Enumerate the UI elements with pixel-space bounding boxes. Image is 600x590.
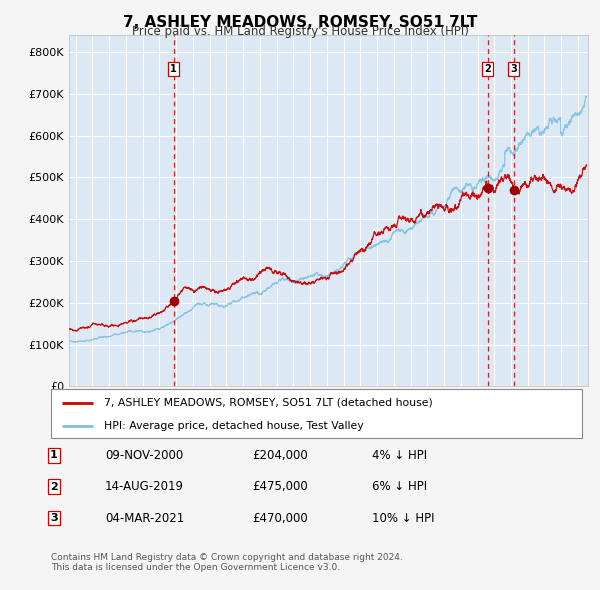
Text: 3: 3	[511, 64, 517, 74]
Text: 7, ASHLEY MEADOWS, ROMSEY, SO51 7LT (detached house): 7, ASHLEY MEADOWS, ROMSEY, SO51 7LT (det…	[104, 398, 433, 408]
Text: 2: 2	[485, 64, 491, 74]
Text: HPI: Average price, detached house, Test Valley: HPI: Average price, detached house, Test…	[104, 421, 364, 431]
Text: 2: 2	[50, 482, 58, 491]
Text: 1: 1	[50, 451, 58, 460]
Text: Price paid vs. HM Land Registry's House Price Index (HPI): Price paid vs. HM Land Registry's House …	[131, 25, 469, 38]
Text: Contains HM Land Registry data © Crown copyright and database right 2024.: Contains HM Land Registry data © Crown c…	[51, 553, 403, 562]
FancyBboxPatch shape	[51, 389, 582, 438]
Text: 7, ASHLEY MEADOWS, ROMSEY, SO51 7LT: 7, ASHLEY MEADOWS, ROMSEY, SO51 7LT	[123, 15, 477, 30]
Text: 10% ↓ HPI: 10% ↓ HPI	[372, 512, 434, 525]
Text: £470,000: £470,000	[252, 512, 308, 525]
Text: 1: 1	[170, 64, 177, 74]
Text: This data is licensed under the Open Government Licence v3.0.: This data is licensed under the Open Gov…	[51, 563, 340, 572]
Text: 09-NOV-2000: 09-NOV-2000	[105, 449, 183, 462]
Text: 6% ↓ HPI: 6% ↓ HPI	[372, 480, 427, 493]
Text: 14-AUG-2019: 14-AUG-2019	[105, 480, 184, 493]
Text: 3: 3	[50, 513, 58, 523]
Text: 04-MAR-2021: 04-MAR-2021	[105, 512, 184, 525]
Text: £204,000: £204,000	[252, 449, 308, 462]
Text: 4% ↓ HPI: 4% ↓ HPI	[372, 449, 427, 462]
Text: £475,000: £475,000	[252, 480, 308, 493]
